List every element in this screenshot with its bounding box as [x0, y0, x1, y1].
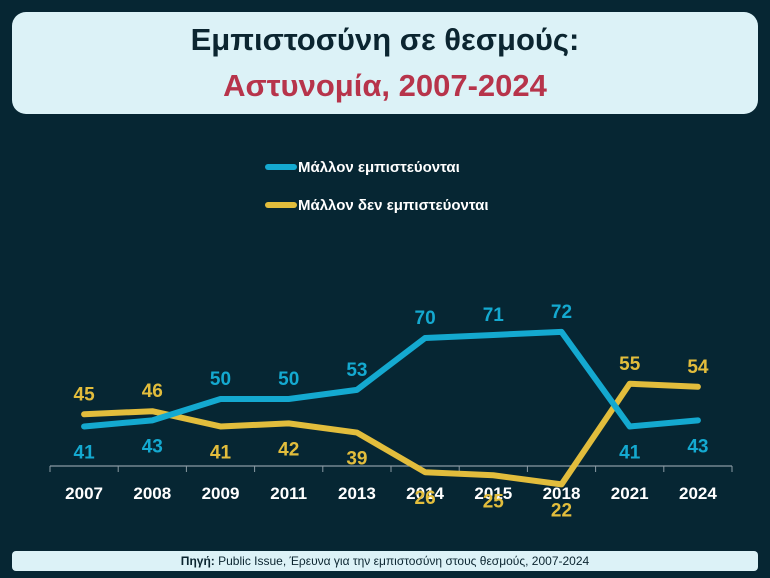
data-label-trust: 70 — [415, 308, 436, 329]
line-chart: Μάλλον εμπιστεύονται Μάλλον δεν εμπιστεύ… — [49, 159, 733, 522]
title-box: Εμπιστοσύνη σε θεσμούς: Αστυνομία, 2007-… — [12, 12, 758, 114]
data-label-distrust: 39 — [346, 449, 367, 470]
x-tick-label: 2009 — [202, 484, 240, 503]
data-label-distrust: 55 — [619, 354, 641, 375]
data-label-distrust: 42 — [278, 439, 299, 460]
x-tick-label: 2013 — [338, 484, 376, 503]
x-tick-label: 2021 — [611, 484, 649, 503]
x-axis: 2007 2008 2009 2011 2013 2014 2015 2018 2021 2024 — [49, 465, 733, 503]
data-label-trust: 43 — [687, 436, 708, 457]
x-tick-label: 2007 — [65, 484, 103, 503]
series-lines — [81, 328, 701, 488]
data-label-trust: 50 — [210, 369, 231, 390]
data-label-trust: 41 — [74, 442, 96, 463]
data-label-distrust: 25 — [483, 491, 505, 512]
chart-title: Εμπιστοσύνη σε θεσμούς: — [190, 22, 580, 57]
data-label-trust: 53 — [346, 360, 367, 381]
data-labels: 41 45 43 46 50 41 50 42 53 39 70 26 71 25 72 22 41 55 43 54 — [74, 302, 709, 522]
source-label: Πηγή: — [180, 554, 215, 568]
x-tick-label: 2024 — [679, 484, 717, 503]
data-label-distrust: 45 — [74, 384, 96, 405]
data-label-trust: 43 — [142, 436, 163, 457]
data-label-distrust: 46 — [142, 381, 163, 402]
series-line-trust — [81, 328, 701, 430]
legend-label-trust: Μάλλον εμπιστεύονται — [298, 159, 460, 176]
data-label-trust: 41 — [619, 442, 641, 463]
series-line-distrust — [81, 380, 701, 488]
chart-subtitle: Αστυνομία, 2007-2024 — [223, 68, 547, 103]
x-tick-label: 2011 — [270, 484, 307, 503]
data-label-trust: 50 — [278, 369, 299, 390]
x-tick-label: 2018 — [543, 484, 581, 503]
legend: Μάλλον εμπιστεύονται Μάλλον δεν εμπιστεύ… — [265, 159, 489, 214]
data-label-distrust: 22 — [551, 500, 572, 521]
source-note: Πηγή: Public Issue, Έρευνα για την εμπισ… — [12, 551, 758, 571]
x-tick-label: 2014 — [406, 484, 444, 503]
x-tick-label: 2008 — [133, 484, 171, 503]
source-text: Public Issue, Έρευνα για την εμπιστοσύνη… — [214, 554, 590, 568]
data-label-distrust: 41 — [210, 442, 232, 463]
data-label-trust: 72 — [551, 302, 572, 323]
x-tick-label: 2015 — [474, 484, 512, 503]
data-label-distrust: 26 — [415, 488, 436, 509]
legend-label-distrust: Μάλλον δεν εμπιστεύονται — [298, 197, 489, 214]
data-label-distrust: 54 — [687, 357, 709, 378]
data-label-trust: 71 — [483, 305, 505, 326]
